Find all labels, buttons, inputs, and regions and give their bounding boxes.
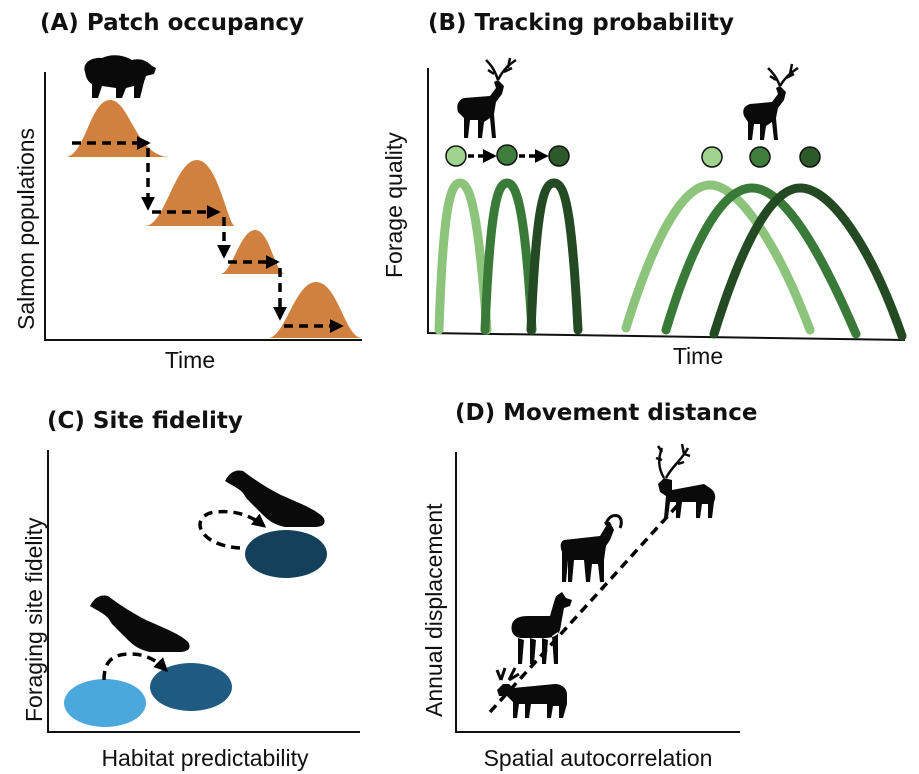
- salmon-hump-1: [65, 100, 170, 157]
- tracking-dots-left: [445, 144, 570, 167]
- habitat-patch-light: [64, 679, 146, 727]
- dot-dark-right: [799, 146, 821, 168]
- moose-icon: [495, 667, 567, 718]
- panel-a: (A) Patch occupancy Salmon populations T…: [13, 10, 362, 373]
- fidelity-arrow-upper: [198, 509, 267, 550]
- panel-a-axes: [44, 72, 362, 341]
- salmon-hump-3: [220, 230, 285, 274]
- panel-b: (B) Tracking probability Forage quality …: [381, 10, 907, 369]
- panel-a-y-label: Salmon populations: [13, 128, 39, 330]
- salmon-hump-4: [268, 282, 362, 338]
- panel-a-title: (A) Patch occupancy: [40, 10, 304, 36]
- patch-occupancy-arrows: [72, 136, 344, 333]
- forage-curve-wide-2: [661, 183, 861, 339]
- seal-icon-lower: [90, 595, 190, 652]
- panel-d-x-label: Spatial autocorrelation: [484, 745, 713, 771]
- forage-curve-wide-1: [621, 180, 815, 335]
- dot-mid: [496, 144, 518, 166]
- forage-curves: [434, 178, 907, 341]
- deer-icon-right: [743, 63, 799, 140]
- forage-curve-narrow-3: [526, 178, 583, 335]
- panel-d: (D) Movement distance Annual displacemen…: [421, 400, 758, 771]
- forage-curve-wide-3: [709, 183, 907, 341]
- salmon-humps: [65, 100, 362, 338]
- habitat-patch-mid: [150, 663, 232, 711]
- panel-c-x-label: Habitat predictability: [101, 745, 309, 771]
- panel-c-title: (C) Site fidelity: [47, 408, 243, 434]
- panel-d-title: (D) Movement distance: [455, 400, 758, 426]
- panel-b-title: (B) Tracking probability: [428, 10, 734, 36]
- habitat-patch-dark: [245, 530, 327, 578]
- panel-a-x-label: Time: [165, 347, 215, 373]
- caribou-icon: [655, 443, 716, 518]
- seal-icon: [225, 470, 325, 527]
- tracking-dots-right: [701, 146, 821, 168]
- panel-d-y-label: Annual displacement: [421, 503, 447, 717]
- llama-icon: [511, 592, 572, 664]
- panel-b-y-label: Forage quality: [381, 132, 407, 278]
- displacement-trend-line: [488, 494, 688, 714]
- panel-c-y-label: Foraging site fidelity: [21, 517, 47, 722]
- panel-d-axes: [455, 452, 740, 733]
- dot-light-right: [701, 146, 723, 168]
- ibex-icon: [560, 514, 623, 582]
- salmon-hump-2: [145, 160, 235, 226]
- forage-curve-narrow-1: [434, 178, 492, 335]
- panel-c-axes: [47, 450, 360, 733]
- panel-c: (C) Site fidelity Foraging site fidelity…: [21, 408, 360, 771]
- dot-dark: [548, 145, 570, 167]
- dot-light: [445, 145, 467, 167]
- bear-icon: [84, 55, 156, 98]
- panel-b-axes: [427, 68, 906, 341]
- panel-b-x-label: Time: [673, 343, 723, 369]
- forage-curve-narrow-2: [480, 178, 537, 335]
- deer-icon: [457, 57, 517, 138]
- dot-mid-right: [749, 146, 771, 168]
